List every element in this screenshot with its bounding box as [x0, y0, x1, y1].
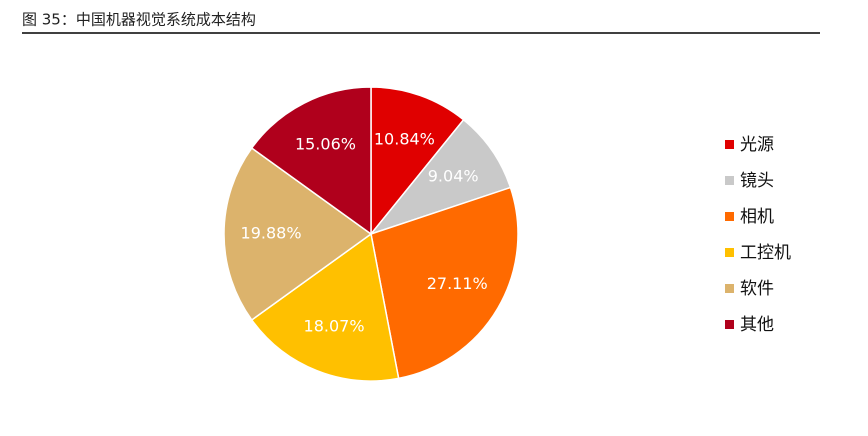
data-label: 10.84% — [374, 129, 435, 148]
data-label: 15.06% — [295, 135, 356, 154]
data-label: 19.88% — [241, 224, 302, 243]
pie-slice — [370, 186, 519, 380]
legend-swatch — [725, 284, 734, 293]
legend-swatch — [725, 140, 734, 149]
pie-slice — [250, 232, 400, 382]
legend-label: 光源 — [740, 135, 774, 155]
legend-label: 相机 — [740, 207, 774, 227]
legend-label: 镜头 — [740, 171, 774, 191]
pie-slice — [368, 118, 512, 236]
legend-swatch — [725, 320, 734, 329]
legend-swatch — [725, 248, 734, 257]
data-label: 18.07% — [304, 316, 365, 335]
pie-slice — [223, 146, 373, 322]
legend-label: 其他 — [740, 315, 774, 335]
chart-title: 图 35：中国机器视觉系统成本结构 — [22, 11, 256, 29]
legend-label: 软件 — [740, 279, 774, 299]
legend-swatch — [725, 176, 734, 185]
pie-slice — [370, 86, 465, 237]
legend-swatch — [725, 212, 734, 221]
data-label: 9.04% — [428, 167, 479, 186]
pie-slice — [250, 86, 372, 236]
legend-label: 工控机 — [740, 243, 791, 263]
data-label: 27.11% — [427, 274, 488, 293]
